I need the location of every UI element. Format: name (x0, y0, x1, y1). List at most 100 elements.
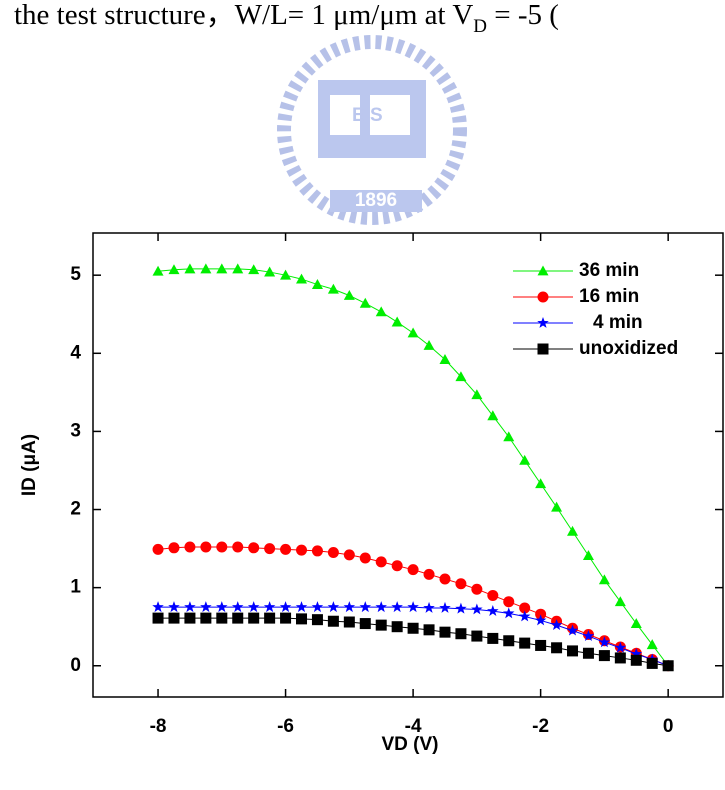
caption-subscript: D (473, 16, 487, 37)
caption-text: the test structure，W/L= 1 μm/μm at V (14, 0, 473, 31)
marker (647, 658, 658, 669)
legend-label: 4 min (593, 312, 643, 333)
marker (424, 340, 435, 350)
watermark-logo: E S 1896 (284, 42, 460, 218)
marker (631, 655, 642, 666)
marker (631, 618, 642, 628)
marker (344, 617, 355, 628)
marker (503, 607, 515, 618)
marker (503, 596, 514, 607)
marker (471, 631, 482, 642)
marker (312, 545, 323, 556)
marker (407, 601, 419, 612)
marker (280, 601, 292, 612)
marker (216, 601, 228, 612)
x-tick-label: -6 (277, 716, 294, 737)
legend-label: 16 min (579, 286, 639, 307)
marker (487, 410, 498, 420)
marker (168, 613, 179, 624)
marker (328, 616, 339, 627)
marker (392, 621, 403, 632)
marker (153, 544, 164, 555)
marker (264, 543, 275, 554)
caption-tail: = -5 ( (487, 0, 559, 31)
marker (392, 317, 403, 327)
marker (471, 603, 483, 614)
y-tick-label: 1 (70, 577, 81, 598)
marker (519, 455, 530, 465)
marker (232, 263, 243, 273)
marker (424, 569, 435, 580)
marker (312, 601, 324, 612)
marker (248, 542, 259, 553)
marker (232, 601, 244, 612)
marker (152, 601, 164, 612)
marker (615, 652, 626, 663)
marker (216, 542, 227, 553)
legend-marker (538, 292, 549, 303)
marker (376, 306, 387, 316)
marker (408, 327, 419, 337)
marker (519, 610, 531, 621)
marker (503, 431, 514, 441)
marker (439, 574, 450, 585)
marker (264, 613, 275, 624)
marker (360, 552, 371, 563)
marker (439, 602, 451, 613)
caption: the test structure，W/L= 1 μm/μm at VD = … (14, 0, 559, 37)
marker (328, 547, 339, 558)
marker (200, 542, 211, 553)
marker (184, 613, 195, 624)
marker (535, 640, 546, 651)
marker (551, 642, 562, 653)
marker (264, 601, 276, 612)
marker (312, 279, 323, 289)
marker (360, 298, 371, 308)
marker (583, 648, 594, 659)
marker (344, 549, 355, 560)
marker (232, 613, 243, 624)
marker (503, 635, 514, 646)
legend-label: unoxidized (579, 338, 678, 359)
marker (423, 602, 435, 613)
marker (200, 263, 211, 273)
legend-marker (538, 266, 549, 276)
marker (200, 613, 211, 624)
marker (280, 613, 291, 624)
marker (344, 290, 355, 300)
marker (248, 613, 259, 624)
marker (535, 478, 546, 488)
marker (647, 639, 658, 649)
marker (360, 618, 371, 629)
marker (200, 601, 212, 612)
marker (519, 638, 530, 649)
marker (567, 645, 578, 656)
x-tick-label: -8 (150, 716, 167, 737)
marker (312, 614, 323, 625)
marker (153, 613, 164, 624)
marker (471, 584, 482, 595)
marker (567, 526, 578, 536)
marker (583, 550, 594, 560)
marker (487, 605, 499, 616)
marker (232, 542, 243, 553)
marker (376, 556, 387, 567)
y-tick-label: 2 (70, 499, 81, 520)
marker (408, 623, 419, 634)
marker (455, 578, 466, 589)
x-tick-label: 0 (663, 716, 674, 737)
marker (551, 502, 562, 512)
watermark-year: 1896 (355, 190, 397, 211)
x-tick-label: -4 (405, 716, 422, 737)
marker (168, 601, 180, 612)
marker (216, 263, 227, 273)
marker (360, 601, 372, 612)
marker (439, 627, 450, 638)
marker (487, 633, 498, 644)
y-axis-label: ID (μA) (19, 434, 40, 496)
page: the test structure，W/L= 1 μm/μm at VD = … (0, 0, 725, 790)
y-tick-label: 0 (70, 655, 81, 676)
marker (487, 590, 498, 601)
marker (328, 284, 339, 294)
marker (392, 560, 403, 571)
